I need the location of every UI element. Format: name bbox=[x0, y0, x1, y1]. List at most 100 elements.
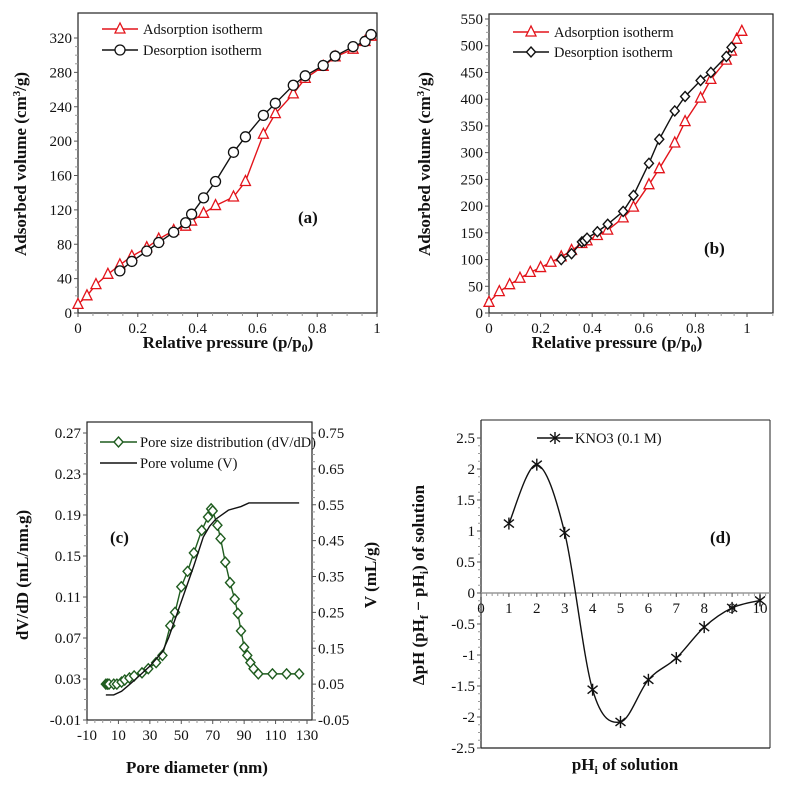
data-point bbox=[617, 205, 629, 218]
x-axis-title-d: pHi of solution bbox=[572, 755, 679, 777]
data-point bbox=[615, 715, 626, 728]
panel-label-c: (c) bbox=[110, 528, 129, 547]
series-desorption-isotherm bbox=[114, 28, 377, 277]
data-point bbox=[211, 519, 223, 532]
data-point bbox=[239, 131, 252, 143]
x-tick-label: 0 bbox=[477, 601, 485, 617]
data-point bbox=[493, 284, 506, 297]
panel-c: -0.01 0.03 0.07 0.11 0.15 0.19 0.23 0.27 -0.05 0.… bbox=[50, 421, 349, 744]
panel-label-b: (b) bbox=[704, 239, 725, 258]
asterisk-stroke bbox=[726, 603, 738, 613]
data-point bbox=[317, 59, 329, 72]
y-axis-title-c: dV/dD (mL/nm.g) bbox=[13, 510, 32, 640]
y-tick-label: 120 bbox=[50, 203, 73, 219]
y2-tick-label: 0.65 bbox=[318, 462, 344, 478]
data-point bbox=[168, 226, 180, 238]
y2-axis-title-c: V (mL/g) bbox=[361, 542, 380, 608]
data-point bbox=[668, 135, 681, 148]
data-point bbox=[754, 594, 766, 607]
y-tick-label: 100 bbox=[461, 253, 484, 269]
y2-tick-label: 0.55 bbox=[318, 498, 344, 514]
data-point bbox=[287, 86, 300, 99]
x-tick-label: 7 bbox=[673, 601, 681, 617]
y-tick-label: -2.5 bbox=[451, 741, 475, 757]
x-tick-label: 0.4 bbox=[583, 321, 602, 337]
legend-label-pore-volume-c: Pore volume (V) bbox=[140, 456, 238, 472]
data-point bbox=[232, 607, 244, 620]
data-point bbox=[698, 621, 710, 634]
y-tick-label: 200 bbox=[461, 199, 484, 215]
x-tick-label: 1 bbox=[373, 321, 381, 337]
asterisk-stroke bbox=[531, 460, 543, 470]
y2-tick-label: 0.25 bbox=[318, 605, 344, 621]
data-point bbox=[185, 208, 198, 220]
data-point bbox=[197, 205, 210, 218]
y-tick-label: 2.5 bbox=[456, 431, 475, 447]
data-point bbox=[80, 288, 94, 301]
data-point bbox=[219, 556, 231, 569]
data-point bbox=[581, 232, 593, 245]
asterisk-stroke bbox=[503, 519, 515, 529]
panel-b: 0 50 100 150 200 250 300 350 400 450 500 550 0 0.2 0.4… bbox=[461, 12, 774, 337]
data-point bbox=[730, 31, 743, 44]
data-point bbox=[726, 41, 737, 54]
legend-label-kno3-d: KNO3 (0.1 M) bbox=[575, 431, 662, 447]
y-tick-label: 0 bbox=[476, 306, 484, 322]
data-point bbox=[209, 198, 222, 211]
x-tick-label: 30 bbox=[142, 728, 157, 744]
data-point bbox=[531, 458, 543, 471]
data-point bbox=[299, 70, 311, 82]
data-point bbox=[534, 260, 547, 273]
y-tick-label: -1.5 bbox=[451, 679, 475, 695]
asterisk-stroke bbox=[587, 685, 599, 695]
data-point bbox=[156, 649, 168, 662]
series-line bbox=[488, 30, 743, 303]
y-tick-label: -2 bbox=[463, 710, 476, 726]
y-axis-title-d: ΔpH (pHf − pHi) of solution bbox=[409, 484, 431, 685]
series-pore-size-distribution-dv-dd- bbox=[100, 502, 305, 691]
y-tick-label: 0.19 bbox=[55, 508, 81, 524]
y-tick-label: 0.27 bbox=[55, 426, 82, 442]
data-point bbox=[679, 114, 692, 127]
data-point bbox=[293, 667, 305, 680]
y-tick-label: 320 bbox=[50, 31, 73, 47]
x-axis-title-c: Pore diameter (nm) bbox=[126, 758, 268, 777]
legend-swatch-marker bbox=[525, 45, 537, 59]
legend-label-adsorption-b: Adsorption isotherm bbox=[554, 25, 674, 41]
y-tick-label: 0 bbox=[65, 306, 73, 322]
asterisk-stroke bbox=[549, 433, 561, 443]
data-point bbox=[726, 601, 738, 614]
data-point bbox=[150, 656, 162, 669]
y-tick-label: 280 bbox=[50, 65, 73, 81]
y-tick-label: 450 bbox=[461, 65, 484, 81]
data-point bbox=[197, 192, 210, 204]
data-point bbox=[591, 225, 603, 238]
y-tick-label: -1 bbox=[463, 648, 476, 664]
y-tick-label: 0 bbox=[468, 586, 476, 602]
data-point bbox=[238, 641, 250, 654]
data-point bbox=[101, 266, 114, 279]
x-tick-label: 0.8 bbox=[308, 321, 327, 337]
x-tick-label: 1 bbox=[505, 601, 513, 617]
x-tick-label: 90 bbox=[237, 728, 252, 744]
data-point bbox=[287, 79, 299, 91]
data-point bbox=[257, 126, 270, 139]
asterisk-stroke bbox=[559, 528, 571, 538]
x-tick-label: 4 bbox=[589, 601, 597, 617]
x-tick-label: 0.2 bbox=[128, 321, 147, 337]
data-point bbox=[227, 189, 240, 202]
data-point bbox=[555, 253, 567, 266]
data-point bbox=[482, 294, 496, 307]
asterisk-stroke bbox=[670, 653, 682, 663]
data-point bbox=[227, 146, 240, 158]
data-point bbox=[627, 199, 640, 212]
data-point bbox=[71, 296, 85, 310]
y-tick-label: 0.15 bbox=[55, 549, 81, 565]
data-point bbox=[365, 28, 377, 41]
y-axis-title-b: Adsorbed volume (cm3/g) bbox=[415, 72, 434, 256]
legend-label-psd-c: Pore size distribution (dV/dD) bbox=[140, 435, 316, 451]
y-tick-label: -0.01 bbox=[50, 713, 81, 729]
y-tick-label: 0.23 bbox=[55, 467, 81, 483]
data-point bbox=[114, 265, 126, 277]
